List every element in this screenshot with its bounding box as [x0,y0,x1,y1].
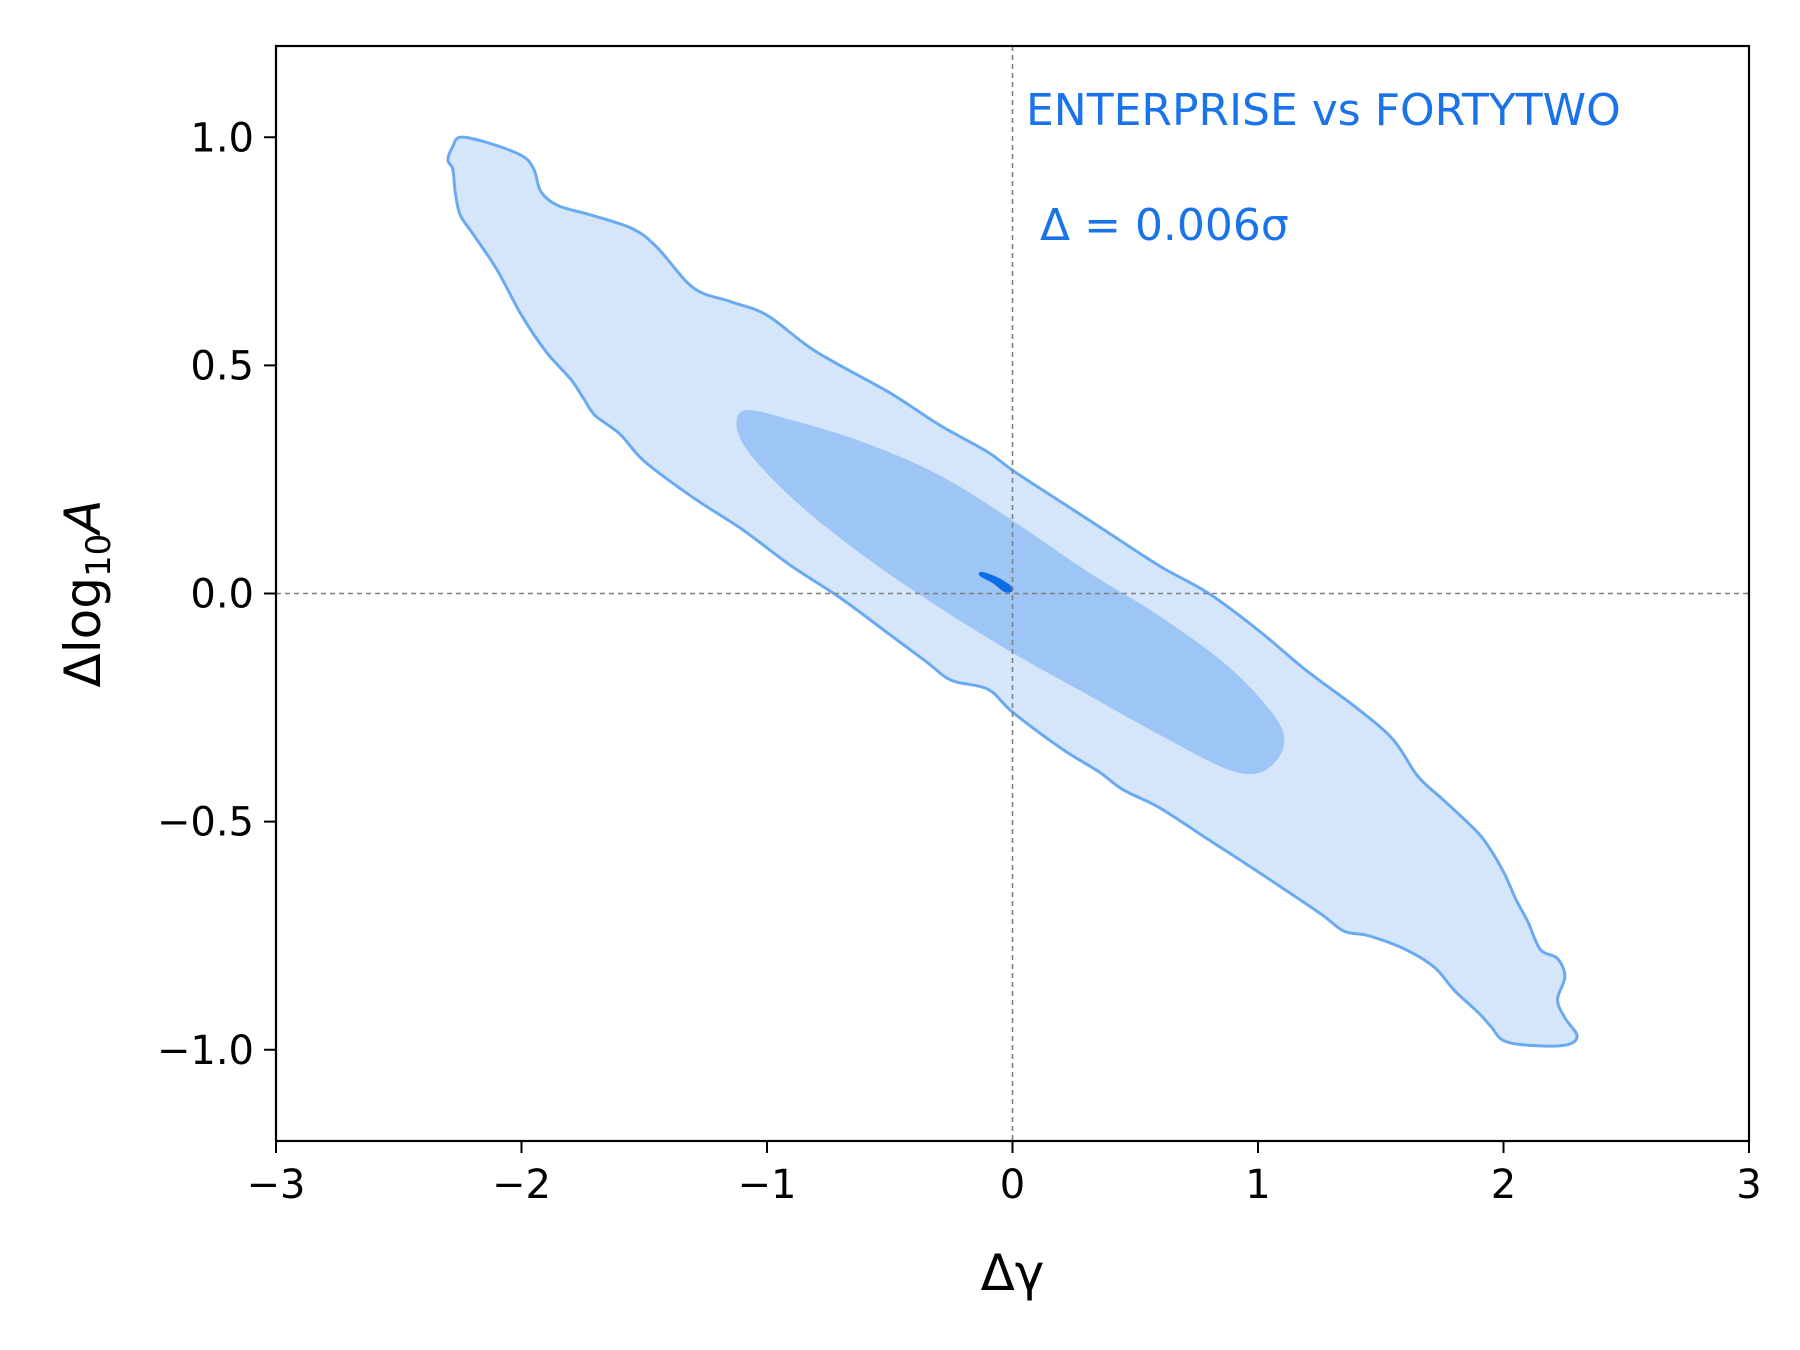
y-tick-label: 0.5 [190,343,254,389]
y-axis-title-main: Δlog [54,577,112,687]
y-axis-title-variable: A [54,500,112,537]
y-axis-title-subscript: 10 [79,534,119,577]
y-tick-label: −1.0 [157,1028,254,1074]
y-tick-label: −0.5 [157,800,254,846]
y-tick-label: 0.0 [190,572,254,618]
x-tick-label: 1 [1245,1162,1270,1208]
contour-center [978,571,1014,593]
y-tick-label: 1.0 [190,115,254,161]
reference-lines [276,46,1749,1141]
x-tick-label: −3 [247,1162,306,1208]
offset-annotation: Δ = 0.006σ [1040,200,1289,251]
x-axis-ticks: −3 −2 −1 0 1 2 3 [247,1141,1762,1208]
x-tick-label: −2 [492,1162,551,1208]
contours-layer [446,135,1579,1048]
x-tick-label: 2 [1491,1162,1516,1208]
x-axis-title: Δγ [981,1244,1045,1302]
x-tick-label: −1 [738,1162,797,1208]
x-tick-label: 0 [1000,1162,1025,1208]
y-axis-title: Δlog10A [54,500,119,688]
comparison-annotation: ENTERPRISE vs FORTYTWO [1026,85,1621,136]
x-tick-label: 3 [1736,1162,1761,1208]
y-axis-ticks: −1.0 −0.5 0.0 0.5 1.0 [157,115,276,1074]
